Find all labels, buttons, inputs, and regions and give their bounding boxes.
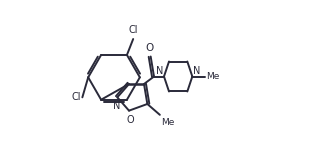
Text: Cl: Cl xyxy=(71,92,81,102)
Text: Me: Me xyxy=(206,72,220,81)
Text: N: N xyxy=(156,66,163,76)
Text: N: N xyxy=(193,66,201,76)
Text: O: O xyxy=(145,43,153,53)
Text: N: N xyxy=(113,101,120,111)
Text: O: O xyxy=(127,115,134,125)
Text: Cl: Cl xyxy=(129,25,138,35)
Text: Me: Me xyxy=(162,118,175,127)
